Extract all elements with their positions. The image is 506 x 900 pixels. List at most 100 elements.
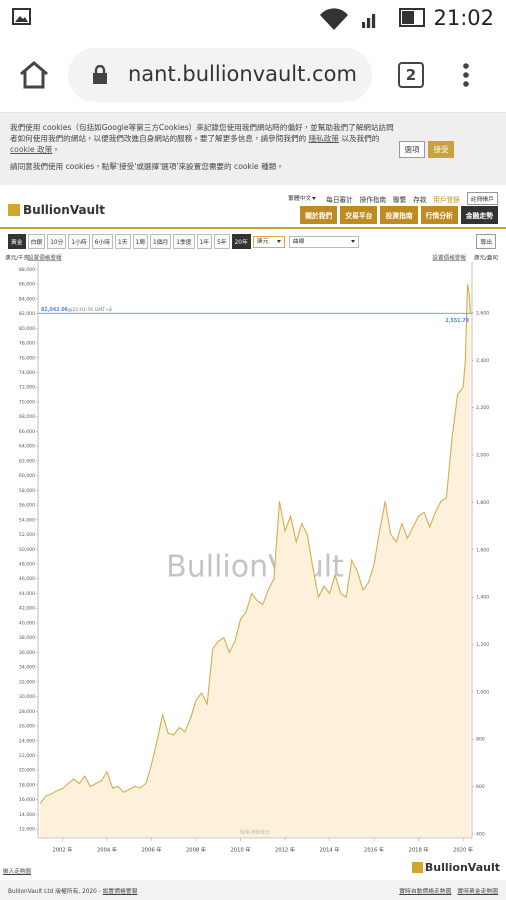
x-tick-label: 2016 年 <box>364 846 384 854</box>
y2-tick-label: 2,200 <box>476 405 489 411</box>
y-tick-label: 80,000 <box>19 326 35 332</box>
current-price-label: 82,042.06 <box>41 307 69 313</box>
top-link[interactable]: 聯繫 <box>393 195 407 204</box>
y-tick-label: 74,000 <box>19 370 35 376</box>
logo-text: BullionVault <box>23 203 105 217</box>
y-tick-label: 68,000 <box>19 414 35 420</box>
y-tick-label: 22,000 <box>19 753 35 759</box>
footer-links: 實時自動價格走勢圖 實時黃金走勢圖 <box>399 886 498 895</box>
address-bar[interactable]: nant.bullionvault.com <box>68 48 372 102</box>
clock: 21:02 <box>433 6 494 30</box>
register-button[interactable]: 註冊帳戶 <box>466 192 498 205</box>
y2-tick-label: 600 <box>476 784 485 790</box>
y-tick-label: 26,000 <box>19 724 35 730</box>
nav-button[interactable]: 交易平台 <box>340 206 378 224</box>
top-link[interactable]: 每日審計 <box>326 195 353 204</box>
x-tick-label: 2004 年 <box>97 846 117 854</box>
range-button[interactable]: 1季度 <box>173 234 195 249</box>
x-tick-label: 2006 年 <box>141 846 161 854</box>
range-button[interactable]: 1小時 <box>68 234 90 249</box>
line <box>39 284 471 804</box>
currency-select[interactable]: 澳元 <box>252 235 285 248</box>
range-button[interactable]: 1年 <box>196 234 213 249</box>
embed-link[interactable]: 嵌入走勢圖 <box>3 869 31 875</box>
zoom-hint: 點擊-拖動放大 <box>240 829 270 836</box>
range-button[interactable]: 1周 <box>132 234 148 249</box>
y-tick-label: 64,000 <box>19 444 35 450</box>
lock-icon <box>93 65 107 84</box>
price-alert-link[interactable]: 設置價格警報 <box>432 254 466 262</box>
y-tick-label: 20,000 <box>19 768 35 774</box>
current-price-y2-label: 2,551.79 <box>445 318 469 324</box>
footer-link[interactable]: 實時自動價格走勢圖 <box>399 889 452 895</box>
home-button[interactable] <box>18 60 50 90</box>
x-tick-label: 2010 年 <box>231 846 251 854</box>
y-tick-label: 24,000 <box>19 738 35 744</box>
x-tick-label: 2020 年 <box>453 846 473 854</box>
tab-switcher[interactable]: 2 <box>398 62 424 88</box>
y-tick-label: 82,000 <box>19 311 35 317</box>
cookie-text-mid: 以及我們的 <box>341 134 380 143</box>
range-button[interactable]: 10分 <box>47 234 67 249</box>
y2-tick-label: 1,200 <box>476 642 489 648</box>
y-tick-label: 88,000 <box>19 267 35 273</box>
y-tick-label: 12,000 <box>19 827 35 833</box>
nav-button[interactable]: 金融走勢 <box>460 206 498 224</box>
y-axis-label: 澳元/千克 <box>5 254 30 262</box>
y2-tick-label: 2,600 <box>476 310 489 316</box>
y-tick-label: 50,000 <box>19 547 35 553</box>
footer-logo[interactable]: BullionVault <box>411 861 500 874</box>
y-tick-label: 18,000 <box>19 782 35 788</box>
url-text: nant.bullionvault.com <box>128 62 357 86</box>
top-link[interactable]: 繁體中文 <box>285 193 320 204</box>
options-button[interactable]: 選項 <box>399 141 425 158</box>
footer: BullionVault Ltd 版權所有, 2020 - 設置價格警報 實時自… <box>0 880 506 900</box>
y-tick-label: 84,000 <box>19 296 35 302</box>
copyright-text: BullionVault Ltd 版權所有, 2020 - <box>8 889 103 895</box>
export-button[interactable]: 導出 <box>476 234 496 249</box>
nav-button[interactable]: 行情分析 <box>420 206 458 224</box>
top-link[interactable]: 用戶登錄 <box>433 195 460 204</box>
metal-button[interactable]: 黃金 <box>8 234 26 249</box>
y-tick-label: 60,000 <box>19 473 35 479</box>
y-tick-label: 34,000 <box>19 665 35 671</box>
nav-button[interactable]: 關於我們 <box>300 206 338 224</box>
privacy-link[interactable]: 隱私政策 <box>308 134 339 143</box>
accept-button[interactable]: 接受 <box>428 141 454 158</box>
footer-link[interactable]: 實時黃金走勢圖 <box>457 889 498 895</box>
footer-logo-text: BullionVault <box>424 861 500 874</box>
range-button[interactable]: 1天 <box>115 234 131 249</box>
y2-tick-label: 1,600 <box>476 547 489 553</box>
style-select[interactable]: 曲線 <box>288 235 359 248</box>
menu-button[interactable] <box>460 62 472 90</box>
y-tick-label: 52,000 <box>19 532 35 538</box>
y-tick-label: 58,000 <box>19 488 35 494</box>
range-button[interactable]: 20年 <box>231 234 251 249</box>
y2-tick-label: 400 <box>476 831 485 837</box>
top-link[interactable]: 存款 <box>413 195 427 204</box>
cookie-policy-link[interactable]: cookie 政策 <box>10 145 53 154</box>
y-tick-label: 40,000 <box>19 620 35 626</box>
y2-tick-label: 1,400 <box>476 595 489 601</box>
site-logo[interactable]: BullionVault <box>8 203 105 217</box>
status-bar: 21:02 <box>0 0 506 36</box>
y2-axis-label: 澳元/盎司 <box>474 254 498 262</box>
metal-button[interactable]: 白銀 <box>27 234 46 249</box>
cookie-consent-text: 請同意我們使用 cookies，點擊'接受'或選擇'選項'來設置您需要的 coo… <box>10 162 284 171</box>
range-button[interactable]: 1個月 <box>150 234 172 249</box>
top-links: 繁體中文 每日審計 操作指南 聯繫 存款 用戶登錄 註冊帳戶 <box>285 192 498 205</box>
x-tick-label: 2008 年 <box>186 846 206 854</box>
y-tick-label: 54,000 <box>19 517 35 523</box>
nav-button[interactable]: 投資指南 <box>380 206 418 224</box>
range-button[interactable]: 6小時 <box>91 234 113 249</box>
cookie-text-main: 我們使用 cookies（包括如Google等第三方Cookies）來記錄您使用… <box>10 123 394 143</box>
y-tick-label: 70,000 <box>19 399 35 405</box>
top-link[interactable]: 操作指南 <box>359 195 387 204</box>
price-alert-link[interactable]: 設置價格警報 <box>28 254 62 262</box>
copyright-link[interactable]: 設置價格警報 <box>102 889 138 895</box>
range-button[interactable]: 5年 <box>214 234 230 249</box>
y-tick-label: 16,000 <box>19 797 35 803</box>
y-tick-label: 72,000 <box>19 385 35 391</box>
x-tick-label: 2018 年 <box>409 846 429 854</box>
area <box>40 284 471 839</box>
